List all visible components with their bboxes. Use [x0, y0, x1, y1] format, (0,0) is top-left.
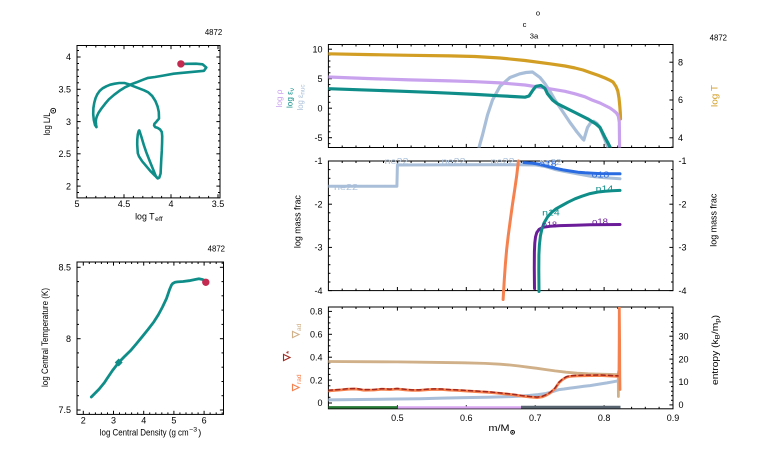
svg-text:0: 0 [679, 400, 684, 410]
svg-text:ne22: ne22 [491, 156, 515, 166]
svg-text:log Central Temperature (K): log Central Temperature (K) [40, 288, 50, 387]
svg-text:log T: log T [709, 84, 719, 107]
svg-text:4872: 4872 [205, 28, 222, 37]
svg-text:log ρ: log ρ [275, 89, 284, 107]
svg-text:3a: 3a [530, 31, 539, 40]
svg-text:n14: n14 [596, 183, 614, 193]
svg-text:): ) [198, 428, 201, 438]
svg-text:ne22: ne22 [334, 182, 358, 192]
svg-text:m/M: m/M [489, 423, 510, 433]
svg-text:0: 0 [317, 103, 322, 113]
svg-text:2: 2 [81, 415, 86, 425]
svg-text:o18: o18 [592, 216, 608, 226]
svg-text:log Central Density (g cm: log Central Density (g cm [100, 428, 189, 438]
svg-text:entropy (kB/mp): entropy (kB/mp) [710, 315, 722, 385]
svg-text:5: 5 [74, 199, 79, 209]
svg-text:ne22: ne22 [442, 156, 466, 166]
svg-text:4.5: 4.5 [118, 199, 131, 209]
svg-text:eff: eff [155, 216, 163, 223]
svg-text:0.8: 0.8 [598, 413, 611, 423]
svg-text:-4: -4 [314, 286, 322, 296]
svg-text:log T: log T [135, 212, 155, 222]
svg-text:-1: -1 [679, 156, 687, 166]
svg-text:o18: o18 [592, 169, 610, 179]
svg-text:0.7: 0.7 [529, 413, 542, 423]
svg-text:0.6: 0.6 [310, 330, 323, 340]
svg-text:5: 5 [317, 74, 322, 84]
svg-text:5: 5 [171, 415, 176, 425]
svg-text:30: 30 [679, 331, 689, 341]
svg-text:0.2: 0.2 [310, 375, 323, 385]
svg-text:8: 8 [66, 334, 71, 344]
svg-text:3: 3 [66, 117, 71, 127]
svg-text:ad: ad [296, 323, 303, 331]
svg-text:-1: -1 [314, 156, 322, 166]
svg-text:c: c [523, 20, 527, 29]
svg-text:o18: o18 [539, 159, 557, 169]
svg-text:2.5: 2.5 [58, 149, 71, 159]
svg-text:4: 4 [678, 133, 683, 143]
svg-text:o18: o18 [542, 219, 557, 229]
svg-text:6: 6 [678, 95, 683, 105]
svg-text:4: 4 [168, 199, 173, 209]
svg-text:0.8: 0.8 [310, 307, 323, 317]
svg-text:rad: rad [296, 374, 303, 384]
svg-text:-2: -2 [679, 199, 687, 209]
svg-text:n14: n14 [542, 207, 560, 217]
svg-text:o: o [536, 8, 540, 17]
svg-text:2: 2 [66, 181, 71, 191]
svg-text:6: 6 [202, 415, 207, 425]
svg-text:log εnuc: log εnuc [296, 84, 307, 111]
svg-text:3.5: 3.5 [58, 85, 71, 95]
svg-text:3.5: 3.5 [212, 199, 225, 209]
svg-text:8: 8 [678, 57, 683, 67]
svg-text:-2: -2 [314, 199, 322, 209]
svg-text:-4: -4 [679, 286, 687, 296]
svg-text:7.5: 7.5 [58, 405, 71, 415]
svg-text:−3: −3 [189, 427, 197, 434]
svg-text:4872: 4872 [710, 34, 727, 43]
svg-text:*: * [284, 350, 294, 354]
svg-text:0.6: 0.6 [460, 413, 473, 423]
svg-text:-3: -3 [679, 243, 687, 253]
svg-text:ne22: ne22 [385, 156, 409, 166]
svg-text:log L/L: log L/L [42, 113, 52, 136]
svg-text:-5: -5 [314, 133, 322, 143]
svg-text:8.5: 8.5 [58, 263, 71, 273]
svg-text:3: 3 [111, 415, 116, 425]
svg-text:4: 4 [66, 52, 71, 62]
svg-text:4872: 4872 [208, 245, 225, 254]
svg-text:log εν: log εν [286, 88, 297, 108]
svg-text:20: 20 [679, 354, 689, 364]
svg-text:0.5: 0.5 [391, 413, 404, 423]
svg-text:log mass frac: log mass frac [293, 195, 303, 248]
svg-text:log mass frac: log mass frac [709, 193, 719, 246]
svg-text:0.9: 0.9 [667, 413, 680, 423]
svg-text:-3: -3 [314, 243, 322, 253]
svg-text:10: 10 [312, 44, 322, 54]
svg-text:0.4: 0.4 [310, 352, 323, 362]
svg-text:0: 0 [317, 398, 322, 408]
svg-text:4: 4 [141, 415, 146, 425]
svg-text:10: 10 [679, 377, 689, 387]
svg-text:ne22: ne22 [540, 157, 562, 167]
